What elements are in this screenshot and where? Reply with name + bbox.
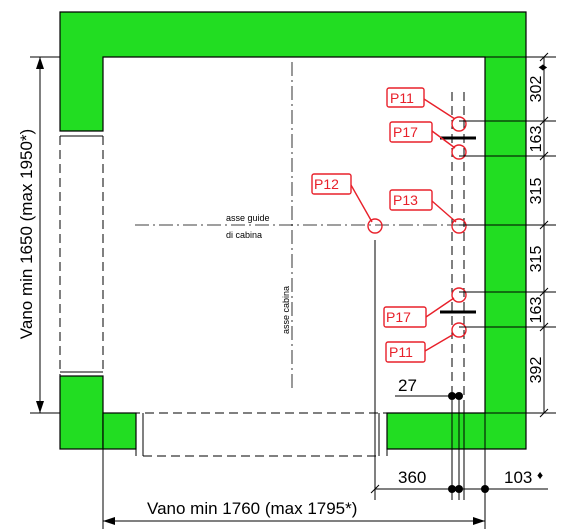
dim-315-top: 315 — [528, 178, 545, 205]
p17-bottom-label: P17 — [386, 309, 411, 325]
dim-392: 392 — [528, 357, 545, 384]
dim-163-bottom: 163 — [528, 297, 545, 324]
p11-top-label: P11 — [390, 90, 414, 106]
height-dimension-label: Vano min 1650 (max 1950*) — [17, 129, 36, 339]
dim-27-label: 27 — [398, 376, 417, 395]
width-dimension-label: Vano min 1760 (max 1795*) — [147, 499, 357, 518]
right-dimension-chain: 302 ♦ 163 315 315 163 392 — [459, 52, 556, 418]
p11-bottom-box — [385, 341, 426, 363]
wall-openings — [59, 130, 388, 457]
axes: asse guide di cabina asse cabina — [135, 62, 485, 392]
dim-360-label: 360 — [398, 468, 426, 487]
wall-top-and-sides — [59, 11, 527, 450]
p12-marker — [367, 218, 383, 234]
left-dimension: Vano min 1650 (max 1950*) — [17, 56, 60, 414]
dim-302-diamond: ♦ — [534, 64, 550, 71]
p12-label: P12 — [314, 176, 339, 192]
width-dimension: Vano min 1760 (max 1795*) — [102, 413, 486, 529]
p13-marker — [451, 218, 467, 234]
p17-bottom-box — [383, 306, 427, 328]
guide-rails — [451, 92, 465, 500]
p13-box — [389, 189, 433, 211]
car-axis-label: asse cabina — [281, 286, 291, 334]
dim-302: 302 — [528, 76, 545, 103]
dim-163-top: 163 — [528, 126, 545, 153]
guide-axis-label-1: asse guide — [226, 213, 270, 223]
p11-bottom-marker — [451, 322, 467, 338]
fixing-points: P11 P17 P12 P13 P17 P11 — [311, 87, 476, 363]
p12-box — [311, 173, 352, 195]
p17-top-marker — [451, 144, 467, 160]
p11-top-box — [386, 87, 425, 108]
p17-bottom-marker — [451, 287, 467, 303]
bottom-dimensions: 360 103 ♦ — [370, 240, 548, 500]
p11-bottom-label: P11 — [389, 344, 413, 360]
p13-label: P13 — [393, 192, 418, 208]
p17-top-label: P17 — [393, 124, 418, 140]
wall-bottom-left-side — [59, 375, 104, 450]
dim-27-group: 27 — [395, 376, 463, 400]
p11-top-marker — [451, 116, 467, 132]
shaft-walls — [59, 11, 527, 450]
guide-axis-label-2: di cabina — [226, 230, 262, 240]
wall-bottom-left-stub — [102, 412, 137, 450]
p17-top-box — [389, 121, 433, 143]
dim-315-bottom: 315 — [528, 246, 545, 273]
dim-103-label: 103 — [504, 468, 532, 487]
dim-103-diamond: ♦ — [537, 468, 543, 482]
